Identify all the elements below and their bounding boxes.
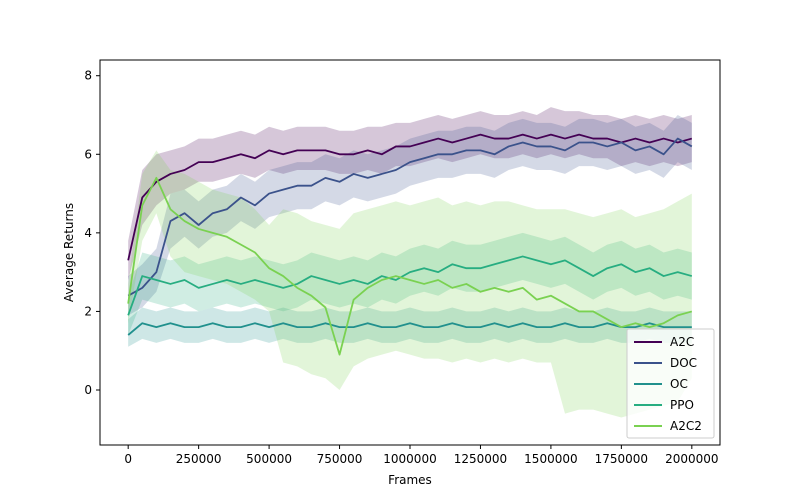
line-a2c2 [127,176,693,356]
line-a2c [127,133,693,261]
x-axis-ticks: 0 250000 500000 750000 1000000 1250000 1500000… [124,445,719,466]
x-tick-label: 500000 [246,452,292,466]
x-tick-label: 2000000 [665,452,718,466]
series-lines [127,133,693,356]
band-ppo [128,232,692,335]
x-tick-label: 250000 [176,452,222,466]
y-tick-label: 2 [84,304,92,318]
y-tick-label: 8 [84,69,92,83]
y-axis-label: Average Returns [62,203,76,302]
y-axis-ticks: 0 2 4 6 8 [84,69,100,397]
y-tick-label: 0 [84,383,92,397]
line-doc [127,137,693,297]
legend-label-a2c: A2C [670,335,694,349]
x-tick-label: 750000 [317,452,363,466]
legend: A2C DOC OC PPO A2C2 [626,328,715,439]
band-oc [128,307,692,347]
y-tick-label: 6 [84,147,92,161]
legend-box [626,328,715,439]
legend-label-oc: OC [670,377,688,391]
y-tick-label: 4 [84,226,92,240]
band-doc [128,115,692,316]
legend-label-ppo: PPO [670,398,694,412]
x-tick-label: 0 [124,452,132,466]
line-ppo [127,255,693,316]
x-tick-label: 1250000 [454,452,507,466]
x-axis-label: Frames [388,473,432,487]
band-a2c2 [128,150,692,418]
x-tick-label: 1000000 [383,452,436,466]
legend-label-doc: DOC [670,356,697,370]
x-tick-label: 1750000 [595,452,648,466]
x-tick-label: 1500000 [524,452,577,466]
line-oc [127,322,692,336]
legend-label-a2c2: A2C2 [670,419,702,433]
